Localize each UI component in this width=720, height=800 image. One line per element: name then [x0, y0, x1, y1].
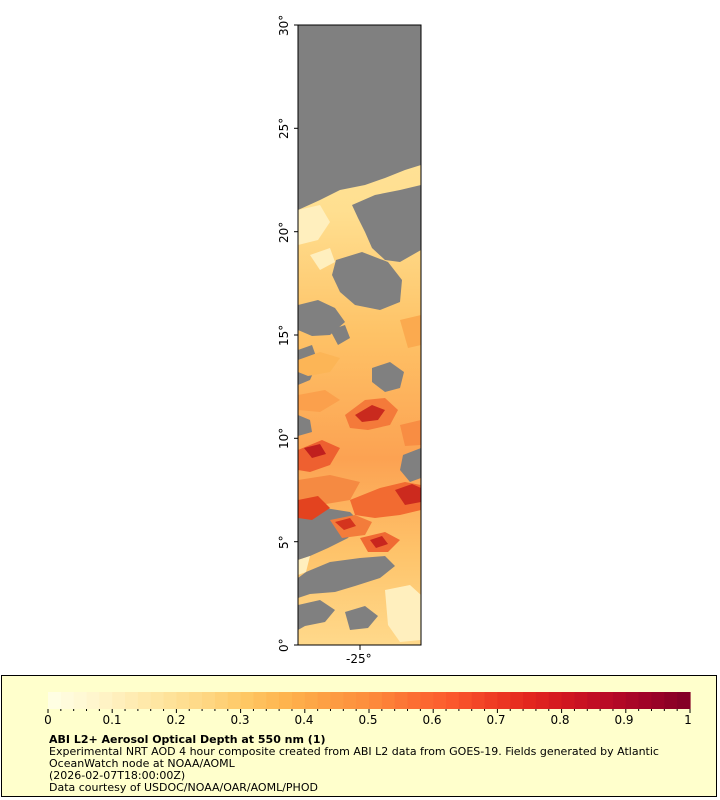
- colorbar-cell: [189, 692, 203, 709]
- colorbar-cell: [330, 692, 344, 709]
- colorbar-label-0.7: 0.7: [486, 713, 506, 727]
- colorbar-cell: [574, 692, 588, 709]
- colorbar-cell: [317, 692, 332, 709]
- lat-label-10: 10°: [277, 427, 291, 449]
- colorbar-cell: [176, 692, 190, 709]
- colorbar-cell: [612, 692, 627, 709]
- colorbar-cell: [497, 692, 511, 709]
- colorbar-cell: [446, 692, 460, 709]
- aod-map: [294, 24, 422, 650]
- legend-title: ABI L2+ Aerosol Optical Depth at 550 nm …: [49, 733, 326, 746]
- lon-label: -25°: [346, 652, 372, 666]
- lat-label-0: 0°: [277, 638, 291, 652]
- colorbar-cell: [227, 692, 242, 709]
- colorbar-cell: [240, 692, 255, 709]
- colorbar-cell: [291, 692, 306, 709]
- aod-field: [298, 25, 421, 645]
- colorbar-cell: [433, 692, 447, 709]
- colorbar-cell: [137, 692, 152, 709]
- colorbar-cell: [381, 692, 396, 709]
- colorbar-cell: [163, 692, 177, 709]
- colorbar-cell: [266, 692, 280, 709]
- colorbar-label-0.6: 0.6: [422, 713, 442, 727]
- colorbar: [47, 692, 691, 713]
- colorbar-cell: [561, 692, 576, 709]
- colorbar-cell: [677, 692, 691, 709]
- colorbar-cell: [420, 692, 434, 709]
- colorbar-cell: [471, 692, 486, 709]
- colorbar-cell: [625, 692, 640, 709]
- lat-label-20: 20°: [277, 221, 291, 243]
- colorbar-cell: [73, 692, 88, 709]
- colorbar-label-0.8: 0.8: [550, 713, 570, 727]
- colorbar-cell: [651, 692, 665, 709]
- legend-date: (2026-02-07T18:00:00Z): [49, 769, 186, 782]
- colorbar-label-0.3: 0.3: [230, 713, 250, 727]
- colorbar-cell: [356, 692, 370, 709]
- colorbar-cell: [202, 692, 216, 709]
- legend-description: Experimental NRT AOD 4 hour composite cr…: [49, 745, 659, 770]
- low-aod-regions: [298, 205, 421, 642]
- colorbar-label-0.9: 0.9: [614, 713, 634, 727]
- colorbar-cell: [638, 692, 653, 709]
- lat-label-15: 15°: [277, 324, 291, 346]
- high-aod-regions: [298, 315, 421, 552]
- aod-map-figure: 0° 5° 10° 15° 20° 25° 30° -25°: [277, 14, 422, 666]
- colorbar-cell: [535, 692, 550, 709]
- colorbar-cells: [48, 692, 691, 709]
- lat-label-5: 5°: [277, 535, 291, 549]
- colorbar-cell: [407, 692, 421, 709]
- lat-ticks: [294, 24, 298, 646]
- colorbar-cell: [279, 692, 293, 709]
- colorbar-cell: [48, 692, 62, 709]
- colorbar-label-0.1: 0.1: [102, 713, 122, 727]
- colorbar-label-0: 0: [44, 713, 52, 727]
- colorbar-cell: [369, 692, 383, 709]
- colorbar-cell: [214, 692, 229, 709]
- legend-panel: 0 0.1 0.2 0.3 0.4 0.5 0.6 0.7 0.8 0.9 1 …: [1, 675, 717, 797]
- colorbar-label-1: 1: [684, 713, 692, 727]
- colorbar-cell: [394, 692, 409, 709]
- colorbar-cell: [112, 692, 126, 709]
- colorbar-cell: [99, 692, 113, 709]
- colorbar-cell: [510, 692, 524, 709]
- colorbar-cell: [253, 692, 267, 709]
- colorbar-cell: [343, 692, 357, 709]
- colorbar-cell: [458, 692, 473, 709]
- colorbar-cell: [484, 692, 498, 709]
- lat-label-25: 25°: [277, 117, 291, 139]
- colorbar-cell: [523, 692, 537, 709]
- legend-credit: Data courtesy of USDOC/NOAA/OAR/AOML/PHO…: [49, 781, 318, 794]
- colorbar-cell: [664, 692, 678, 709]
- colorbar-label-0.5: 0.5: [358, 713, 378, 727]
- colorbar-cell: [60, 692, 75, 709]
- colorbar-cell: [548, 692, 563, 709]
- colorbar-cell: [587, 692, 601, 709]
- colorbar-cell: [304, 692, 319, 709]
- colorbar-cell: [86, 692, 100, 709]
- colorbar-label-0.2: 0.2: [166, 713, 186, 727]
- lat-label-30: 30°: [277, 14, 291, 36]
- colorbar-cell: [600, 692, 614, 709]
- colorbar-ticks: [47, 709, 691, 713]
- colorbar-cell: [150, 692, 165, 709]
- colorbar-cell: [125, 692, 139, 709]
- colorbar-label-0.4: 0.4: [294, 713, 314, 727]
